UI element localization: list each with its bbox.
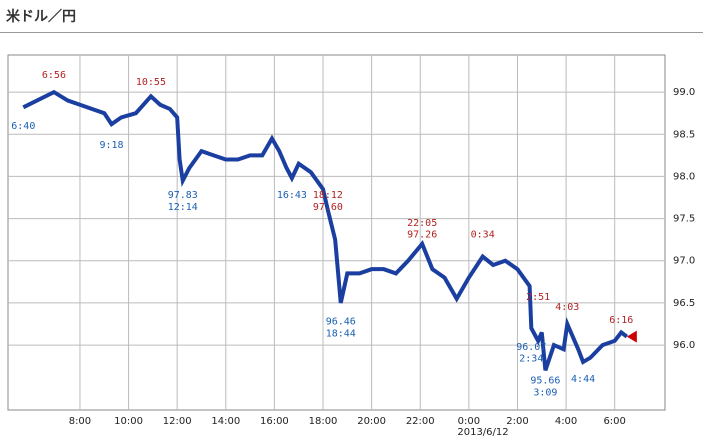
price-line (22, 89, 629, 372)
annotation: 97.83 (168, 190, 198, 201)
chart-title: 米ドル／円 (6, 9, 76, 25)
annotation: 2:51 (526, 292, 550, 303)
annotation: 16:43 (277, 190, 307, 201)
annotation: 97.60 (313, 202, 343, 213)
x-tick-label: 12:00 (163, 416, 192, 427)
y-tick-label: 97.0 (673, 256, 695, 267)
annotation: 6:56 (42, 70, 66, 81)
annotation: 4:44 (571, 374, 595, 385)
x-tick-label: 2:00 (506, 416, 528, 427)
annotation: 3:09 (533, 387, 557, 398)
annotation: 2:34 (519, 354, 543, 365)
last-price-marker (626, 330, 637, 343)
annotation: 22:05 (407, 218, 437, 229)
y-tick-label: 98.0 (673, 171, 695, 182)
annotation: 96.46 (326, 316, 356, 327)
annotation: 12:14 (168, 202, 198, 213)
x-tick-label: 0:00 (458, 416, 480, 427)
annotation: 6:16 (609, 315, 633, 326)
annotation: 18:44 (326, 328, 356, 339)
title-rule (0, 32, 703, 33)
x-tick-label: 20:00 (357, 416, 386, 427)
x-tick-label: 8:00 (69, 416, 91, 427)
y-tick-label: 99.0 (673, 87, 695, 98)
annotation: 18:12 (313, 190, 343, 201)
annotation: 4:03 (555, 302, 579, 313)
x-tick-label: 10:00 (114, 416, 143, 427)
annotation: 6:40 (11, 121, 35, 132)
y-tick-label: 98.5 (673, 129, 695, 140)
x-tick-label: 4:00 (555, 416, 577, 427)
plot-area (7, 54, 666, 411)
x-tick-label: 16:00 (260, 416, 289, 427)
x-tick-label: 22:00 (406, 416, 435, 427)
annotation: 9:18 (99, 140, 123, 151)
x-tick-label: 18:00 (309, 416, 338, 427)
annotation: 0:34 (471, 230, 495, 241)
annotation: 96.07 (516, 342, 546, 353)
annotation: 10:55 (136, 77, 166, 88)
annotation: 95.66 (530, 375, 560, 386)
annotation: 97.26 (407, 230, 437, 241)
x-tick-label: 6:00 (603, 416, 625, 427)
x-tick-label: 14:00 (211, 416, 240, 427)
y-tick-label: 96.0 (673, 340, 695, 351)
y-tick-label: 97.5 (673, 214, 695, 225)
y-tick-label: 96.5 (673, 298, 695, 309)
date-label: 2013/6/12 (457, 427, 508, 438)
